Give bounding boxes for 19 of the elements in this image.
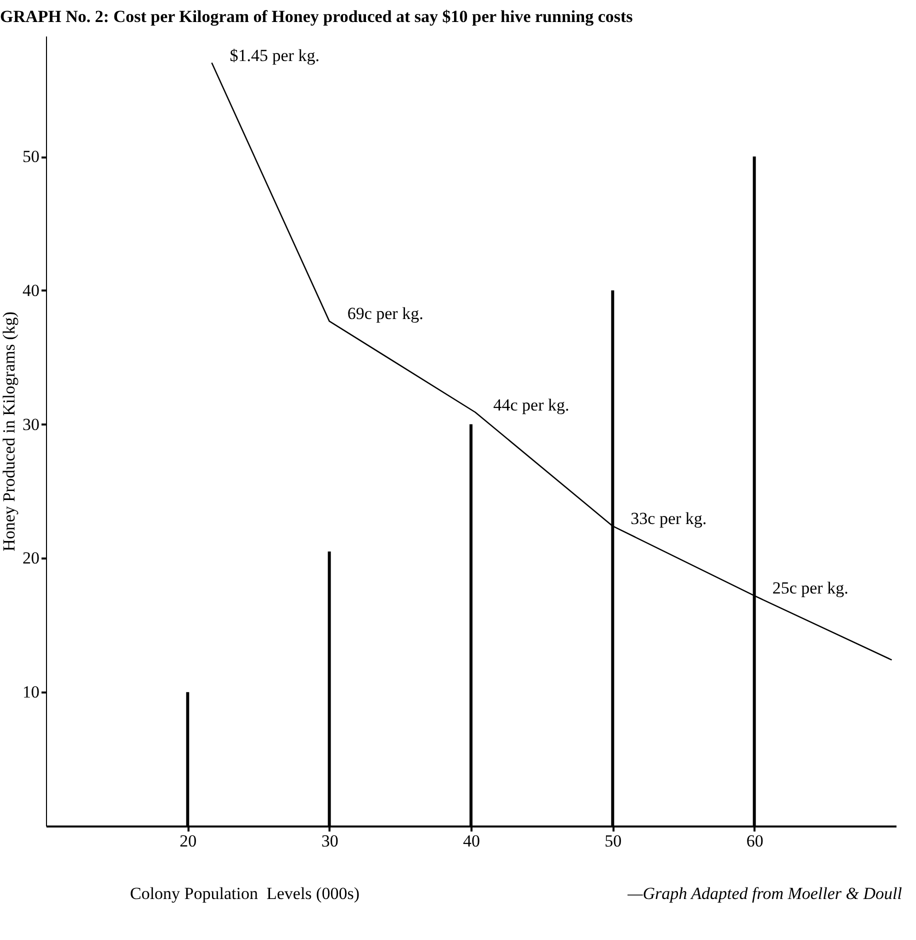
annotation: 69c per kg. xyxy=(347,304,424,324)
y-tick-label: 30 xyxy=(22,414,40,434)
chart-title: GRAPH No. 2: Cost per Kilogram of Honey produced at say $10 per hive running costs xyxy=(0,7,634,26)
annotation: $1.45 per kg. xyxy=(230,46,320,65)
annotation: 33c per kg. xyxy=(630,509,707,528)
y-tick-label: 20 xyxy=(22,548,40,568)
y-axis-title: Honey Produced in Kilograms (kg) xyxy=(0,312,18,552)
y-tick-label: 40 xyxy=(22,280,40,300)
annotation: 25c per kg. xyxy=(772,578,848,598)
y-tick-label: 50 xyxy=(22,147,40,166)
text: —Graph Adapted from Moeller & Doull xyxy=(628,884,902,904)
x-tick-label: 40 xyxy=(463,832,480,850)
x-tick-label: 20 xyxy=(180,832,197,850)
x-axis-title: Colony Population Levels (000s) xyxy=(130,884,360,904)
y-tick-label: 10 xyxy=(22,682,40,702)
x-tick-label: 60 xyxy=(746,832,764,850)
x-tick-label: 30 xyxy=(321,832,338,850)
x-tick-label: 50 xyxy=(604,832,622,850)
annotation: 44c per kg. xyxy=(493,395,570,414)
